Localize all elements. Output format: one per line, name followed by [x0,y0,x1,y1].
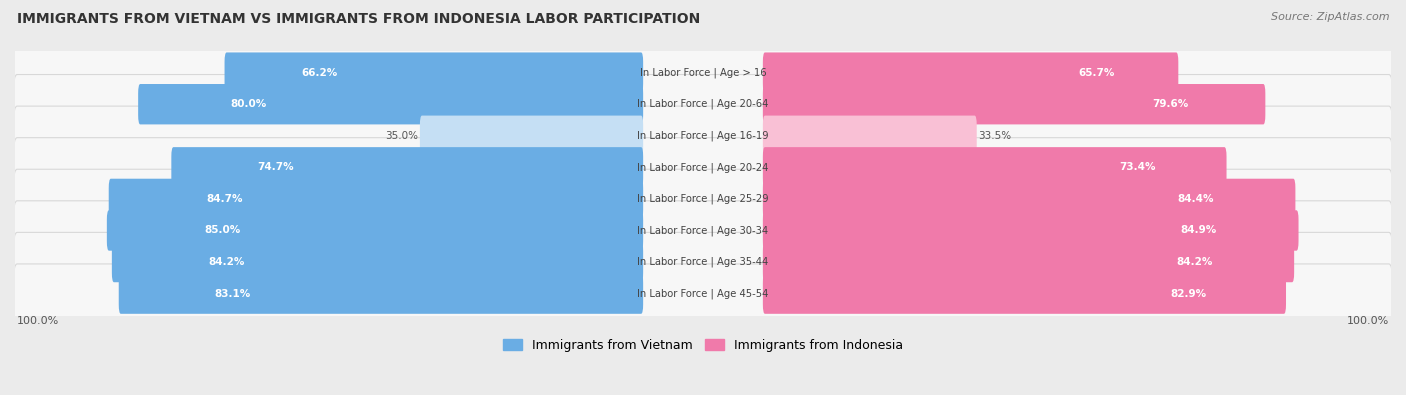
Text: 84.2%: 84.2% [209,257,245,267]
FancyBboxPatch shape [107,210,643,251]
Text: In Labor Force | Age 35-44: In Labor Force | Age 35-44 [637,257,769,267]
Text: 80.0%: 80.0% [231,99,267,109]
Text: 84.9%: 84.9% [1181,226,1216,235]
FancyBboxPatch shape [14,264,1392,323]
Text: 33.5%: 33.5% [979,131,1011,141]
Text: In Labor Force | Age 25-29: In Labor Force | Age 25-29 [637,194,769,204]
FancyBboxPatch shape [763,179,1295,219]
FancyBboxPatch shape [14,169,1392,229]
Text: Source: ZipAtlas.com: Source: ZipAtlas.com [1271,12,1389,22]
FancyBboxPatch shape [138,84,643,124]
FancyBboxPatch shape [112,242,643,282]
FancyBboxPatch shape [14,232,1392,292]
Legend: Immigrants from Vietnam, Immigrants from Indonesia: Immigrants from Vietnam, Immigrants from… [498,334,908,357]
Text: 74.7%: 74.7% [257,162,294,172]
Text: 84.7%: 84.7% [207,194,243,204]
FancyBboxPatch shape [763,147,1226,188]
Text: In Labor Force | Age 20-64: In Labor Force | Age 20-64 [637,99,769,109]
FancyBboxPatch shape [763,116,977,156]
FancyBboxPatch shape [14,106,1392,166]
FancyBboxPatch shape [14,138,1392,197]
FancyBboxPatch shape [118,273,643,314]
FancyBboxPatch shape [763,53,1178,93]
Text: 83.1%: 83.1% [215,289,250,299]
Text: 100.0%: 100.0% [1347,316,1389,326]
Text: In Labor Force | Age 16-19: In Labor Force | Age 16-19 [637,130,769,141]
Text: 66.2%: 66.2% [301,68,337,78]
FancyBboxPatch shape [108,179,643,219]
FancyBboxPatch shape [172,147,643,188]
FancyBboxPatch shape [763,84,1265,124]
FancyBboxPatch shape [225,53,643,93]
Text: In Labor Force | Age 45-54: In Labor Force | Age 45-54 [637,288,769,299]
Text: In Labor Force | Age 20-24: In Labor Force | Age 20-24 [637,162,769,173]
Text: 85.0%: 85.0% [205,226,240,235]
FancyBboxPatch shape [763,242,1294,282]
Text: 79.6%: 79.6% [1153,99,1188,109]
FancyBboxPatch shape [14,75,1392,134]
Text: In Labor Force | Age > 16: In Labor Force | Age > 16 [640,68,766,78]
Text: 84.2%: 84.2% [1177,257,1213,267]
Text: 73.4%: 73.4% [1119,162,1156,172]
Text: 65.7%: 65.7% [1078,68,1115,78]
Text: 84.4%: 84.4% [1178,194,1213,204]
Text: 100.0%: 100.0% [17,316,59,326]
Text: IMMIGRANTS FROM VIETNAM VS IMMIGRANTS FROM INDONESIA LABOR PARTICIPATION: IMMIGRANTS FROM VIETNAM VS IMMIGRANTS FR… [17,12,700,26]
Text: 82.9%: 82.9% [1170,289,1206,299]
Text: In Labor Force | Age 30-34: In Labor Force | Age 30-34 [637,225,769,236]
Text: 35.0%: 35.0% [385,131,419,141]
FancyBboxPatch shape [763,210,1299,251]
FancyBboxPatch shape [763,273,1286,314]
FancyBboxPatch shape [14,43,1392,102]
FancyBboxPatch shape [420,116,643,156]
FancyBboxPatch shape [14,201,1392,260]
